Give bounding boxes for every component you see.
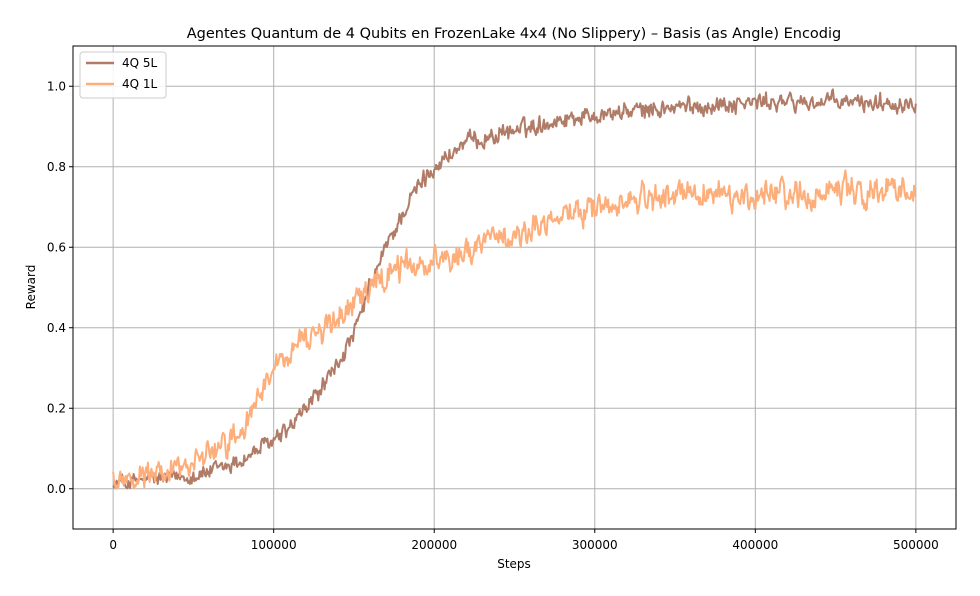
x-tick-label: 200000	[411, 538, 457, 552]
series-line-4q-5l	[112, 88, 917, 490]
axis-ticks: 0 100000 200000 300000 400000 500000 0.0 0.2 0.4…	[47, 79, 939, 552]
x-tick-label: 500000	[893, 538, 939, 552]
y-axis-label: Reward	[24, 265, 38, 310]
y-tick-label: 0.6	[47, 240, 66, 254]
x-tick-label: 100000	[251, 538, 297, 552]
legend-label-4q-1l: 4Q 1L	[122, 77, 158, 91]
x-axis-label: Steps	[497, 557, 531, 571]
y-tick-label: 0.0	[47, 482, 66, 496]
x-tick-label: 300000	[572, 538, 618, 552]
y-tick-label: 0.8	[47, 160, 66, 174]
x-tick-label: 400000	[732, 538, 778, 552]
y-tick-label: 0.2	[47, 401, 66, 415]
legend: 4Q 5L 4Q 1L	[79, 51, 167, 99]
grid	[73, 46, 956, 529]
chart-title: Agentes Quantum de 4 Qubits en FrozenLak…	[187, 26, 842, 42]
y-tick-label: 0.4	[47, 321, 66, 335]
series-lines	[112, 88, 917, 490]
x-tick-label: 0	[109, 538, 117, 552]
legend-label-4q-5l: 4Q 5L	[122, 56, 158, 70]
plot-area-frame	[72, 45, 957, 530]
y-tick-label: 1.0	[47, 79, 66, 93]
series-line-4q-1l	[112, 169, 917, 490]
